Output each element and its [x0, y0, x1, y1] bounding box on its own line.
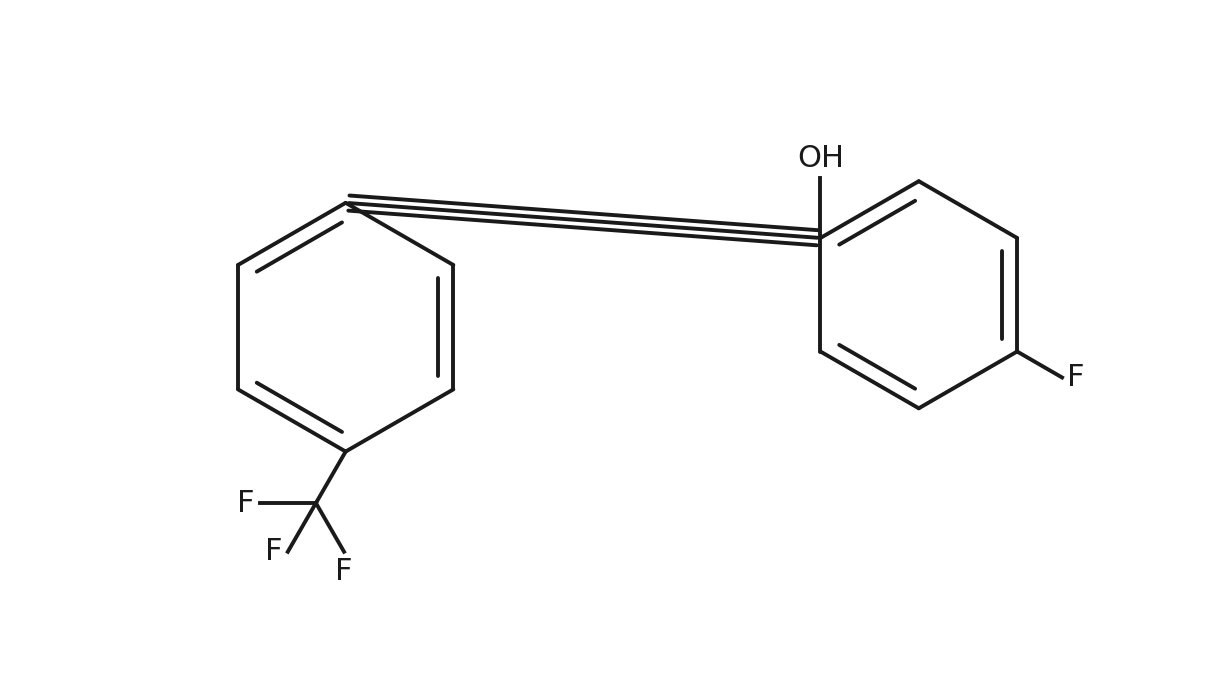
Text: F: F — [335, 557, 352, 586]
Text: F: F — [1067, 363, 1085, 392]
Text: F: F — [265, 537, 282, 566]
Text: F: F — [237, 489, 254, 518]
Text: OH: OH — [797, 144, 844, 173]
